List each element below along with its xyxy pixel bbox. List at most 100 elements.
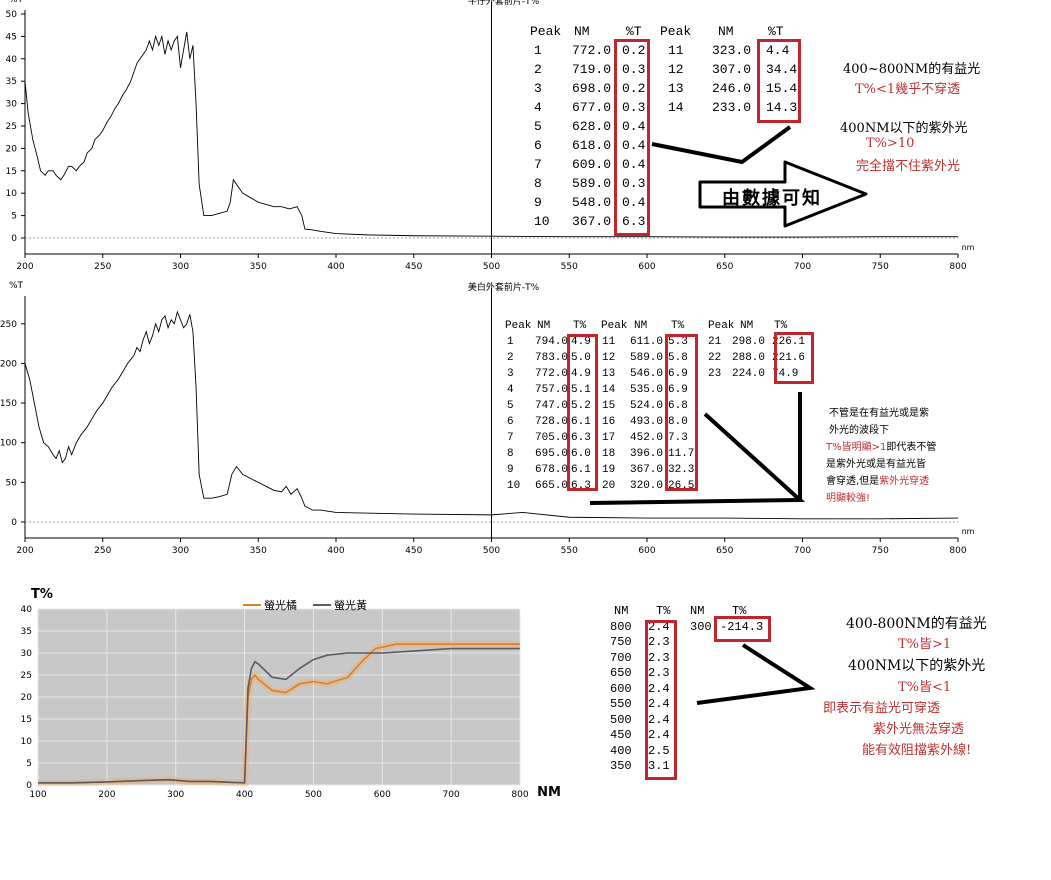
- x-tick-label: 350: [250, 262, 267, 272]
- table-cell: 6.1: [571, 464, 591, 476]
- table-cell: 4.4: [766, 43, 790, 58]
- table-cell: 772.0: [572, 43, 612, 58]
- table-cell: 12: [668, 62, 684, 77]
- table-cell: 5: [507, 400, 514, 412]
- table-cell: 589.0: [630, 352, 664, 364]
- note2-line5-black: 會穿透,但是: [826, 476, 880, 487]
- spectrum-line: [24, 310, 959, 520]
- table-cell: 18: [602, 448, 616, 460]
- x-tick-label: 500: [483, 546, 500, 556]
- x-tick-label: 400: [236, 790, 253, 800]
- note2-line2: 外光的波段下: [829, 425, 889, 436]
- table-cell: 2: [507, 352, 514, 364]
- table-cell: 14: [668, 100, 684, 115]
- table-cell: 298.0: [732, 336, 766, 348]
- table-cell: 611.0: [630, 336, 664, 348]
- table-cell: 6.3: [622, 214, 646, 229]
- table-cell: 757.0: [535, 384, 569, 396]
- table-cell: 535.0: [630, 384, 664, 396]
- arrow-right-shape: [698, 160, 868, 228]
- table-cell: 3: [534, 81, 542, 96]
- table-cell: 6.3: [571, 432, 591, 444]
- table-header: T%: [656, 604, 671, 618]
- x-tick-label: 450: [405, 262, 422, 272]
- x-tick-label: 600: [374, 790, 391, 800]
- table-cell: 2.3: [648, 635, 670, 649]
- x-tick-label: 300: [167, 790, 184, 800]
- table-header: Peak: [708, 320, 735, 332]
- note2-line3: T%皆明顯>1即代表不管: [826, 438, 936, 453]
- table-cell: 450: [610, 728, 632, 742]
- note1-beneficial-light: 400~800NM的有益光: [843, 62, 981, 77]
- note3-line6: 紫外光無法穿透: [873, 722, 965, 737]
- y-axis-label: T%: [31, 587, 53, 602]
- y-tick-label: 15: [6, 167, 17, 177]
- x-tick-label: 350: [250, 546, 267, 556]
- table-cell: 2.5: [648, 743, 670, 758]
- table-cell: 0.2: [622, 43, 646, 58]
- note1-uv-t: T%>10: [866, 136, 915, 151]
- x-tick-label: 700: [794, 262, 811, 272]
- y-tick-label: 40: [21, 605, 33, 615]
- note2-line3-red: T%皆明顯>1: [826, 442, 887, 453]
- table-cell: 6: [507, 416, 514, 428]
- table-cell: -214.3: [720, 619, 764, 634]
- table3-t-highlight-1: [645, 620, 677, 780]
- table-cell: 550: [610, 697, 632, 711]
- table-cell: 500: [610, 712, 632, 727]
- table-cell: 6.0: [571, 448, 591, 460]
- y-tick-label: 5: [26, 759, 32, 769]
- table-cell: 320.0: [630, 480, 664, 492]
- table-cell: 15.4: [766, 81, 798, 96]
- table-cell: 650: [610, 666, 632, 680]
- table-cell: 21: [708, 336, 722, 348]
- table-header: Peak: [601, 320, 628, 332]
- note2-line5: 會穿透,但是紫外光穿透: [826, 472, 929, 487]
- x-tick-label: 550: [561, 546, 578, 556]
- table-cell: 589.0: [572, 176, 612, 191]
- table-cell: 0.4: [622, 138, 646, 153]
- table-cell: 2.4: [648, 681, 670, 696]
- x-tick-label: 500: [483, 262, 500, 272]
- table-cell: 23: [708, 368, 722, 380]
- table-cell: 800: [610, 619, 632, 634]
- table-cell: 19: [602, 464, 616, 476]
- table-cell: 2.3: [648, 650, 670, 665]
- note3-line1: 400-800NM的有益光: [846, 616, 987, 632]
- y-tick-label: 30: [6, 100, 18, 110]
- y-tick-label: 5: [11, 212, 17, 222]
- x-tick-label: 250: [94, 546, 111, 556]
- table2-t-highlight-1: [567, 334, 598, 491]
- table-cell: 719.0: [572, 62, 612, 77]
- table-cell: 11.7: [668, 448, 695, 460]
- table-cell: 705.0: [535, 432, 569, 444]
- table-cell: 794.0: [535, 336, 569, 348]
- x-tick-label: 800: [949, 546, 966, 556]
- table-header: T%: [573, 320, 587, 332]
- table-header: NM: [740, 320, 754, 332]
- table-cell: 396.0: [630, 448, 664, 460]
- table-cell: 16: [602, 416, 616, 428]
- table-cell: 609.0: [572, 157, 612, 172]
- y-tick-label: 10: [21, 737, 33, 747]
- x-tick-label: 450: [405, 546, 422, 556]
- table-cell: 524.0: [630, 400, 664, 412]
- x-tick-label: 800: [949, 262, 966, 272]
- table-cell: 2.4: [648, 697, 670, 711]
- y-tick-label: 30: [21, 649, 33, 659]
- table-cell: 548.0: [572, 195, 612, 210]
- table-cell: 11: [602, 336, 616, 348]
- table-cell: 13: [668, 81, 684, 96]
- y-tick-label: 0: [11, 234, 17, 244]
- x-tick-label: 300: [172, 546, 189, 556]
- chart-title: 美白外套前片-T%: [468, 281, 540, 293]
- table-cell: 0.3: [622, 176, 646, 191]
- table-cell: 700: [610, 650, 632, 665]
- table-cell: 34.4: [766, 62, 798, 77]
- table-cell: 698.0: [572, 81, 612, 96]
- table-cell: 5: [534, 119, 542, 134]
- table-cell: 0.3: [622, 62, 646, 77]
- x-unit-label: nm: [962, 243, 975, 252]
- table-cell: 6.9: [668, 384, 688, 396]
